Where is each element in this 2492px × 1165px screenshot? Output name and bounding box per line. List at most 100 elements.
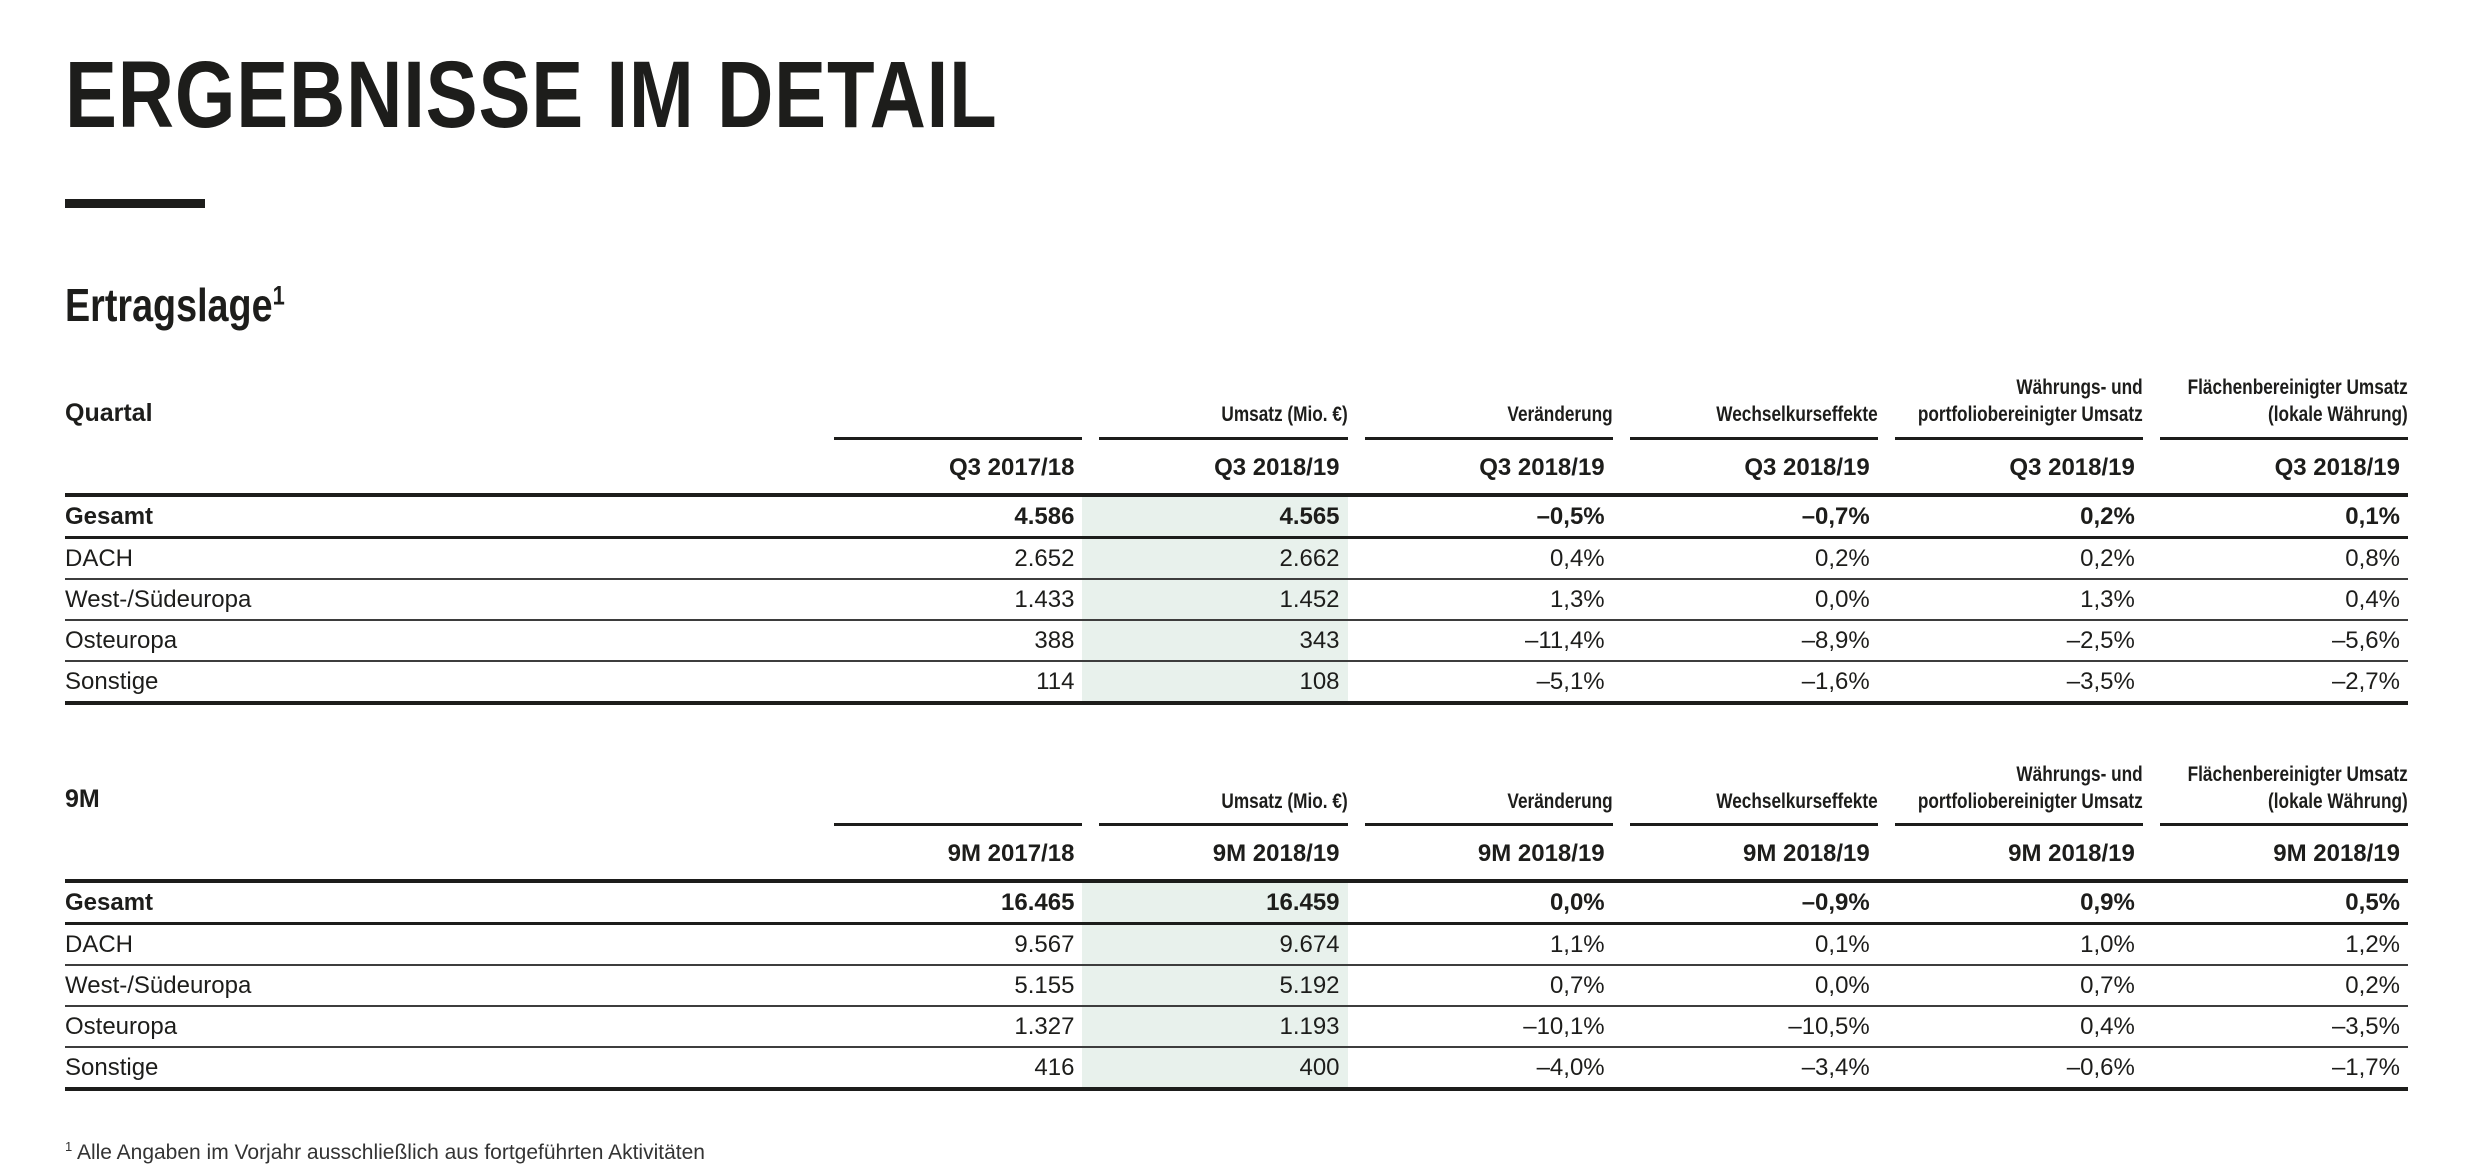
period-header-empty-cell: [65, 826, 818, 884]
footnote: 1 Alle Angaben im Vorjahr ausschließlich…: [65, 1140, 2427, 1165]
value-cell: 1,3%: [1347, 580, 1613, 621]
group-header-underline: Währungs- und portfoliobereinigter Umsat…: [1894, 761, 2143, 827]
group-header-cell: Wechselkurseffekte: [1613, 761, 1878, 827]
section-footnote-marker: 1: [272, 280, 285, 311]
table-row-gesamt: Gesamt 16.465 16.459 0,0% –0,9% 0,9% 0,5%: [65, 883, 2408, 926]
value-cell-highlighted: 108: [1082, 661, 1348, 705]
page-title-text: ERGEBNISSE IM DETAIL: [65, 42, 998, 148]
period-header-empty-cell: [65, 440, 818, 497]
section-title-label: Ertragslage: [65, 279, 273, 331]
value-cell: –8,9%: [1612, 621, 1878, 662]
period-header-row: Q3 2017/18 Q3 2018/19 Q3 2018/19 Q3 2018/19…: [65, 440, 2408, 497]
value-cell: 388: [817, 621, 1083, 662]
group-header-label: Währungs- und portfoliobereinigter Umsat…: [1918, 376, 2143, 427]
value-cell: 0,2%: [2142, 966, 2408, 1008]
group-header-label: Wechselkurseffekte: [1716, 789, 1878, 813]
value-cell: –2,7%: [2142, 662, 2408, 705]
value-cell: –3,5%: [1877, 662, 2143, 705]
group-header-label: Flächenbereinigter Umsatz (lokale Währun…: [2187, 376, 2408, 427]
value-cell: –10,1%: [1347, 1007, 1613, 1049]
table-scope-label: 9M: [65, 785, 100, 814]
table-scope-label: Quartal: [65, 398, 153, 427]
value-cell: –11,4%: [1347, 621, 1613, 662]
value-cell: 0,8%: [2142, 539, 2408, 580]
group-header-underline: Umsatz (Mio. €): [1099, 401, 1348, 440]
group-header-label: Flächenbereinigter Umsatz (lokale Währun…: [2187, 762, 2408, 813]
value-cell: 1,2%: [2142, 925, 2408, 967]
group-header-row: Quartal Umsatz (Mio. €) Veränderung Wechsel…: [65, 374, 2408, 440]
period-header-cell: 9M 2017/18: [817, 826, 1083, 884]
group-header-underline: Flächenbereinigter Umsatz (lokale Währun…: [2159, 374, 2408, 440]
value-cell: 2.652: [817, 539, 1083, 580]
value-cell: –10,5%: [1612, 1007, 1878, 1049]
value-cell: –0,9%: [1612, 883, 1878, 926]
group-header-cell: Wechselkurseffekte: [1613, 374, 1878, 440]
value-cell: 0,9%: [1877, 883, 2143, 926]
value-cell: 0,4%: [2142, 580, 2408, 621]
footnote-text: Alle Angaben im Vorjahr ausschließlich a…: [76, 1141, 705, 1165]
period-header-cell: 9M 2018/19: [1877, 826, 2143, 884]
value-cell-highlighted: 4.565: [1082, 496, 1348, 539]
value-cell: 0,1%: [1612, 925, 1878, 967]
value-cell: 9.567: [817, 925, 1083, 967]
value-cell: –1,6%: [1612, 662, 1878, 705]
period-header-cell: 9M 2018/19: [1347, 826, 1613, 884]
period-header-cell: Q3 2018/19: [1877, 440, 2143, 497]
group-header-underline: [834, 815, 1083, 827]
table-row-sonstige: Sonstige 114 108 –5,1% –1,6% –3,5% –2,7%: [65, 661, 2408, 705]
section-title-text: Ertragslage1: [65, 282, 285, 328]
group-header-label: Währungs- und portfoliobereinigter Umsat…: [1918, 762, 2143, 813]
period-header-cell: Q3 2018/19: [2142, 440, 2408, 497]
table-row-west-s-deuropa: West-/Südeuropa 1.433 1.452 1,3% 0,0% 1,3% 0,4…: [65, 579, 2408, 621]
results-table-quartal: Quartal Umsatz (Mio. €) Veränderung Wechsel…: [65, 374, 2408, 705]
value-cell-highlighted: 400: [1082, 1048, 1348, 1092]
value-cell: –3,4%: [1612, 1048, 1878, 1092]
group-header-row: 9M Umsatz (Mio. €) Veränderung Wechselkurse…: [65, 761, 2408, 827]
group-header-underline: [834, 429, 1083, 440]
row-label: Osteuropa: [65, 1007, 818, 1049]
group-header-label: Umsatz (Mio. €): [1221, 789, 1348, 813]
group-header-cell: Währungs- und portfoliobereinigter Umsat…: [1878, 374, 2143, 440]
value-cell: 5.155: [817, 966, 1083, 1008]
value-cell: 1.433: [817, 580, 1083, 621]
value-cell: 0,4%: [1877, 1007, 2143, 1049]
table-scope-cell: 9M: [65, 761, 817, 827]
value-cell: –0,6%: [1877, 1048, 2143, 1092]
value-cell-highlighted: 9.674: [1082, 925, 1348, 967]
group-header-cell: Veränderung: [1348, 374, 1613, 440]
value-cell: 1,3%: [1877, 580, 2143, 621]
row-label: Osteuropa: [65, 621, 818, 662]
table-row-osteuropa: Osteuropa 388 343 –11,4% –8,9% –2,5% –5,6%: [65, 620, 2408, 662]
value-cell: 0,0%: [1347, 883, 1613, 926]
value-cell: 1,0%: [1877, 925, 2143, 967]
value-cell: 1.327: [817, 1007, 1083, 1049]
value-cell: 0,1%: [2142, 497, 2408, 539]
value-cell: 416: [817, 1048, 1083, 1092]
value-cell: 0,4%: [1347, 539, 1613, 580]
period-header-cell: Q3 2018/19: [1612, 440, 1878, 497]
results-table-block-quartal: Quartal Umsatz (Mio. €) Veränderung Wechsel…: [65, 374, 2427, 705]
value-cell: 0,2%: [1612, 539, 1878, 580]
period-header-cell: 9M 2018/19: [1082, 826, 1348, 884]
value-cell: 0,0%: [1612, 966, 1878, 1008]
group-header-cell: Flächenbereinigter Umsatz (lokale Währun…: [2143, 761, 2408, 827]
value-cell: –5,1%: [1347, 662, 1613, 705]
value-cell-highlighted: 1.193: [1082, 1007, 1348, 1049]
row-label: Sonstige: [65, 662, 818, 705]
value-cell-highlighted: 343: [1082, 620, 1348, 662]
row-label: West-/Südeuropa: [65, 580, 818, 621]
value-cell: 0,0%: [1612, 580, 1878, 621]
row-label: West-/Südeuropa: [65, 966, 818, 1008]
row-label: Gesamt: [65, 497, 818, 539]
value-cell: 0,2%: [1877, 539, 2143, 580]
group-header-label: Wechselkurseffekte: [1716, 403, 1878, 427]
value-cell: –2,5%: [1877, 621, 2143, 662]
row-label: Sonstige: [65, 1048, 818, 1092]
tables-container: Quartal Umsatz (Mio. €) Veränderung Wechsel…: [65, 374, 2427, 1092]
value-cell-highlighted: 1.452: [1082, 579, 1348, 621]
row-label: Gesamt: [65, 883, 818, 926]
group-header-cell: Flächenbereinigter Umsatz (lokale Währun…: [2143, 374, 2408, 440]
table-row-dach: DACH 9.567 9.674 1,1% 0,1% 1,0% 1,2%: [65, 925, 2408, 967]
group-header-underline: Flächenbereinigter Umsatz (lokale Währun…: [2159, 761, 2408, 827]
